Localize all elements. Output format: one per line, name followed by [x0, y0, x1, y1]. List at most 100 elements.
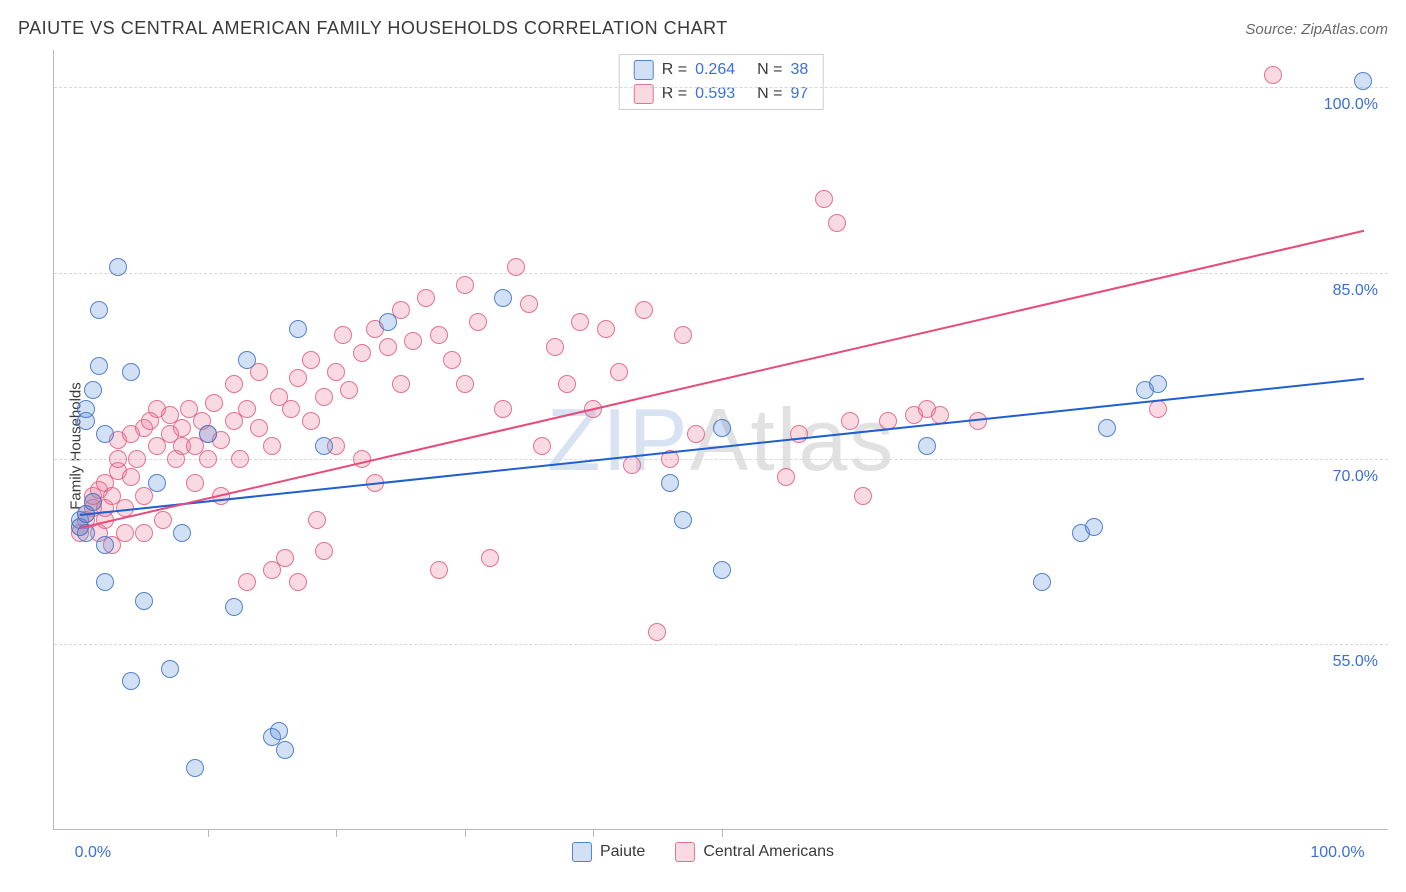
gridline-horizontal	[54, 273, 1388, 274]
scatter-point	[315, 437, 333, 455]
scatter-point	[270, 722, 288, 740]
scatter-point	[77, 400, 95, 418]
title-bar: PAIUTE VS CENTRAL AMERICAN FAMILY HOUSEH…	[18, 18, 1388, 39]
scatter-point	[315, 542, 333, 560]
gridline-horizontal	[54, 459, 1388, 460]
scatter-point	[225, 598, 243, 616]
scatter-point	[469, 313, 487, 331]
scatter-point	[289, 369, 307, 387]
y-tick-label: 55.0%	[1333, 653, 1378, 671]
scatter-point	[148, 474, 166, 492]
scatter-point	[282, 400, 300, 418]
scatter-point	[494, 289, 512, 307]
scatter-point	[96, 425, 114, 443]
scatter-point	[96, 536, 114, 554]
gridline-horizontal	[54, 87, 1388, 88]
legend-swatch	[675, 842, 695, 862]
stats-legend-row: R = 0.593N = 97	[620, 82, 823, 106]
scatter-point	[1033, 573, 1051, 591]
scatter-point	[571, 313, 589, 331]
scatter-point	[610, 363, 628, 381]
scatter-point	[90, 357, 108, 375]
x-tick-minor	[722, 829, 723, 837]
scatter-point	[186, 759, 204, 777]
scatter-point	[777, 468, 795, 486]
scatter-point	[109, 450, 127, 468]
scatter-point	[1085, 518, 1103, 536]
scatter-point	[404, 332, 422, 350]
scatter-point	[327, 363, 345, 381]
scatter-point	[713, 419, 731, 437]
scatter-point	[84, 381, 102, 399]
scatter-point	[135, 524, 153, 542]
scatter-point	[661, 474, 679, 492]
chart-title: PAIUTE VS CENTRAL AMERICAN FAMILY HOUSEH…	[18, 18, 728, 39]
scatter-point	[173, 419, 191, 437]
scatter-point	[199, 425, 217, 443]
scatter-point	[456, 276, 474, 294]
x-tick-minor	[593, 829, 594, 837]
scatter-point	[597, 320, 615, 338]
scatter-point	[481, 549, 499, 567]
scatter-point	[1149, 375, 1167, 393]
scatter-point	[1098, 419, 1116, 437]
scatter-point	[109, 258, 127, 276]
scatter-point	[289, 573, 307, 591]
gridline-horizontal	[54, 644, 1388, 645]
y-tick-label: 70.0%	[1333, 468, 1378, 486]
x-tick-label: 100.0%	[1310, 844, 1364, 862]
scatter-point	[84, 493, 102, 511]
scatter-point	[276, 549, 294, 567]
scatter-point	[674, 511, 692, 529]
scatter-point	[507, 258, 525, 276]
trend-line	[79, 230, 1363, 529]
scatter-point	[122, 363, 140, 381]
scatter-point	[231, 450, 249, 468]
stats-legend-row: R = 0.264N = 38	[620, 58, 823, 82]
stats-legend-box: R = 0.264N = 38R = 0.593N = 97	[619, 54, 824, 110]
scatter-point	[308, 511, 326, 529]
scatter-point	[289, 320, 307, 338]
scatter-point	[199, 450, 217, 468]
scatter-point	[263, 437, 281, 455]
scatter-point	[828, 214, 846, 232]
scatter-point	[443, 351, 461, 369]
scatter-point	[918, 437, 936, 455]
scatter-point	[379, 338, 397, 356]
series-legend: Paiute Central Americans	[572, 842, 834, 862]
scatter-point	[494, 400, 512, 418]
scatter-point	[340, 381, 358, 399]
x-tick-minor	[336, 829, 337, 837]
scatter-point	[379, 313, 397, 331]
y-tick-label: 85.0%	[1333, 282, 1378, 300]
scatter-point	[430, 326, 448, 344]
scatter-point	[128, 450, 146, 468]
scatter-point	[353, 344, 371, 362]
scatter-point	[238, 351, 256, 369]
scatter-point	[161, 660, 179, 678]
scatter-point	[623, 456, 641, 474]
scatter-point	[238, 400, 256, 418]
scatter-point	[1354, 72, 1372, 90]
legend-item: Central Americans	[675, 842, 834, 862]
scatter-point	[558, 375, 576, 393]
scatter-point	[302, 412, 320, 430]
source-name: ZipAtlas.com	[1301, 21, 1388, 38]
scatter-point	[116, 524, 134, 542]
scatter-point	[417, 289, 435, 307]
scatter-point	[635, 301, 653, 319]
legend-item: Paiute	[572, 842, 645, 862]
scatter-point	[205, 394, 223, 412]
scatter-point	[238, 573, 256, 591]
scatter-point	[546, 338, 564, 356]
scatter-point	[135, 592, 153, 610]
scatter-point	[713, 561, 731, 579]
legend-swatch	[572, 842, 592, 862]
stat-n-value: 38	[790, 61, 808, 79]
stat-n-label: N =	[757, 61, 782, 79]
scatter-point	[430, 561, 448, 579]
scatter-point	[1149, 400, 1167, 418]
scatter-point	[276, 741, 294, 759]
source-prefix: Source:	[1245, 21, 1301, 38]
scatter-point	[186, 474, 204, 492]
